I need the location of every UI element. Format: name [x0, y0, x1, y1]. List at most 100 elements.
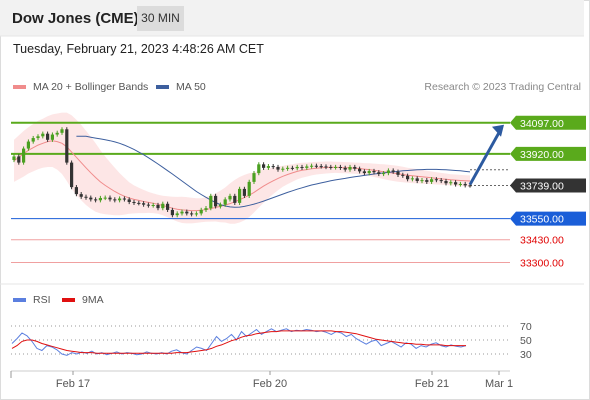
candle-body [199, 209, 203, 214]
legend-rsi-ma-label: 9MA [82, 294, 104, 306]
candle-body [98, 197, 102, 201]
rsi-tick-label: 50 [520, 335, 532, 347]
candle-body [439, 180, 443, 182]
candle-body [151, 204, 155, 206]
candle-body [180, 211, 184, 214]
candle-body [190, 213, 194, 215]
level-badge [510, 211, 586, 226]
candle-body [266, 166, 270, 168]
ma50-swatch [156, 85, 169, 89]
ma50-line [76, 135, 471, 208]
candle-body [118, 198, 122, 201]
forecast-arrow [468, 130, 502, 186]
candle-body [449, 182, 453, 184]
candle-body [386, 170, 390, 174]
rsi-tick-label: 70 [520, 321, 532, 333]
candle-body [401, 174, 405, 176]
timeframe-button[interactable]: 30 MIN [137, 6, 184, 31]
candle-body [84, 196, 88, 198]
candle-body [415, 178, 419, 181]
candle-body [89, 197, 93, 200]
candle-body [353, 166, 357, 169]
candle-body [108, 197, 112, 200]
candle-body [463, 183, 467, 186]
candle-body [458, 183, 462, 185]
candle-body [367, 171, 371, 174]
level-badge [510, 115, 586, 130]
candle-body [338, 166, 342, 168]
candle-body [396, 171, 400, 175]
candle-body [170, 209, 174, 216]
forecast-arrowhead [492, 124, 504, 137]
rsi-ma-line [11, 330, 466, 354]
candle-body [94, 199, 98, 201]
candle-body [468, 185, 472, 187]
candle-body [305, 166, 309, 168]
candle-body [185, 211, 189, 214]
candle-body [46, 133, 50, 140]
candle-body [17, 156, 21, 163]
candle-body [218, 204, 222, 207]
candle-body [444, 180, 448, 184]
candle-body [122, 198, 126, 200]
candle-body [228, 195, 232, 200]
x-tick-label: Feb 21 [415, 378, 449, 390]
level-label: 34097.00 [520, 118, 564, 130]
candle-body [103, 197, 107, 199]
candle-body [358, 168, 362, 172]
legend-rsi: RSI [13, 294, 51, 306]
candle-body [60, 129, 64, 133]
legend-rsi-label: RSI [33, 294, 51, 306]
candle-body [247, 181, 251, 196]
candle-body [430, 179, 434, 182]
level-label: 33300.00 [520, 257, 564, 269]
chart-header: Dow Jones (CME) 30 MIN [0, 0, 584, 36]
candle-body [410, 178, 414, 180]
candle-body [324, 166, 328, 168]
candle-body [36, 136, 40, 139]
legend-ma50: MA 50 [156, 81, 206, 93]
candle-body [26, 141, 30, 149]
candles [12, 127, 472, 218]
candle-body [348, 166, 352, 170]
x-tick-label: Mar 1 [485, 378, 513, 390]
candle-body [420, 180, 424, 182]
rsi-swatch [13, 298, 26, 302]
x-tick-label: Feb 17 [56, 378, 90, 390]
candle-body [204, 208, 208, 210]
ma20-swatch [13, 85, 26, 89]
candle-body [22, 148, 26, 163]
candle-body [166, 203, 170, 210]
candle-body [290, 167, 294, 169]
candle-body [137, 202, 141, 204]
candle-body [329, 166, 333, 168]
level-badge [510, 146, 586, 161]
candle-body [41, 133, 45, 137]
candle-body [50, 134, 54, 140]
candle-body [276, 166, 280, 170]
candle-body [454, 182, 458, 185]
ma20-line [13, 140, 471, 212]
candle-body [194, 213, 198, 215]
timestamp: Tuesday, February 21, 2023 4:48:26 AM CE… [13, 42, 264, 56]
candle-body [257, 164, 261, 174]
candle-body [214, 195, 218, 207]
candle-body [55, 132, 59, 135]
candle-body [127, 199, 131, 203]
x-tick-label: Feb 20 [253, 378, 287, 390]
legend-ma50-label: MA 50 [176, 81, 206, 93]
candle-body [242, 188, 246, 196]
rsi-ma-swatch [62, 298, 75, 302]
candle-body [12, 156, 16, 160]
legend-ma20-label: MA 20 + Bollinger Bands [33, 81, 149, 93]
candle-body [161, 203, 165, 209]
candle-body [113, 199, 117, 201]
candle-body [271, 166, 275, 168]
level-label: 33550.00 [520, 214, 564, 226]
rsi-tick-label: 30 [520, 349, 532, 361]
candle-body [319, 166, 323, 168]
candle-body [314, 165, 318, 167]
level-label: 33430.00 [520, 235, 564, 247]
candle-body [233, 195, 237, 203]
